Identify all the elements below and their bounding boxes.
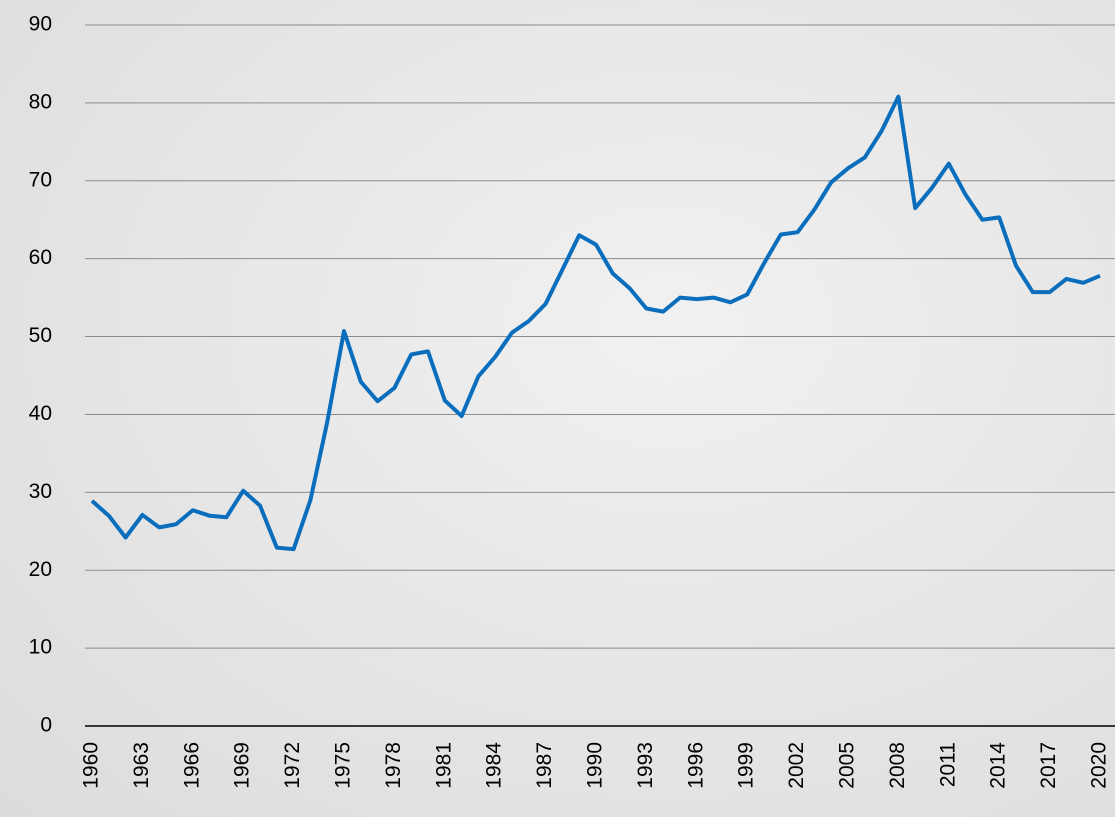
x-tick-label: 1996 [684,742,707,789]
data-line [92,97,1100,550]
x-tick-label: 1960 [80,742,103,789]
x-tick-label: 1993 [634,742,657,789]
x-tick-label: 2011 [936,742,959,787]
y-tick-label: 40 [29,402,52,425]
x-tick-label: 1981 [432,742,455,789]
x-tick-label: 1978 [382,742,405,789]
x-tick-label: 2008 [886,742,909,789]
y-tick-label: 90 [29,13,52,36]
x-tick-label: 1966 [180,742,203,789]
x-tick-label: 1975 [332,742,355,789]
x-tick-label: 1969 [231,742,254,789]
x-tick-label: 2002 [785,742,808,789]
x-tick-label: 1972 [281,742,304,789]
y-tick-label: 10 [29,636,52,659]
x-tick-label: 1990 [584,742,607,789]
y-tick-label: 0 [40,714,52,737]
y-tick-label: 60 [29,246,52,269]
chart: 0 10 20 30 40 50 60 70 80 90 1960 1963 1966 1969 1972 1… [0,0,1115,817]
x-tick-label: 1984 [483,742,506,789]
y-tick-label: 80 [29,90,52,113]
x-tick-label: 2017 [1037,742,1060,789]
y-tick-label: 30 [29,480,52,503]
x-tick-label: 1999 [735,742,758,789]
y-tick-label: 50 [29,324,52,347]
x-tick-label: 2020 [1088,742,1111,789]
x-tick-label: 2014 [987,742,1010,789]
x-tick-label: 1963 [130,742,153,789]
y-tick-label: 20 [29,558,52,581]
x-tick-label: 1987 [533,742,556,789]
x-tick-label: 2005 [836,742,859,789]
y-tick-label: 70 [29,168,52,191]
